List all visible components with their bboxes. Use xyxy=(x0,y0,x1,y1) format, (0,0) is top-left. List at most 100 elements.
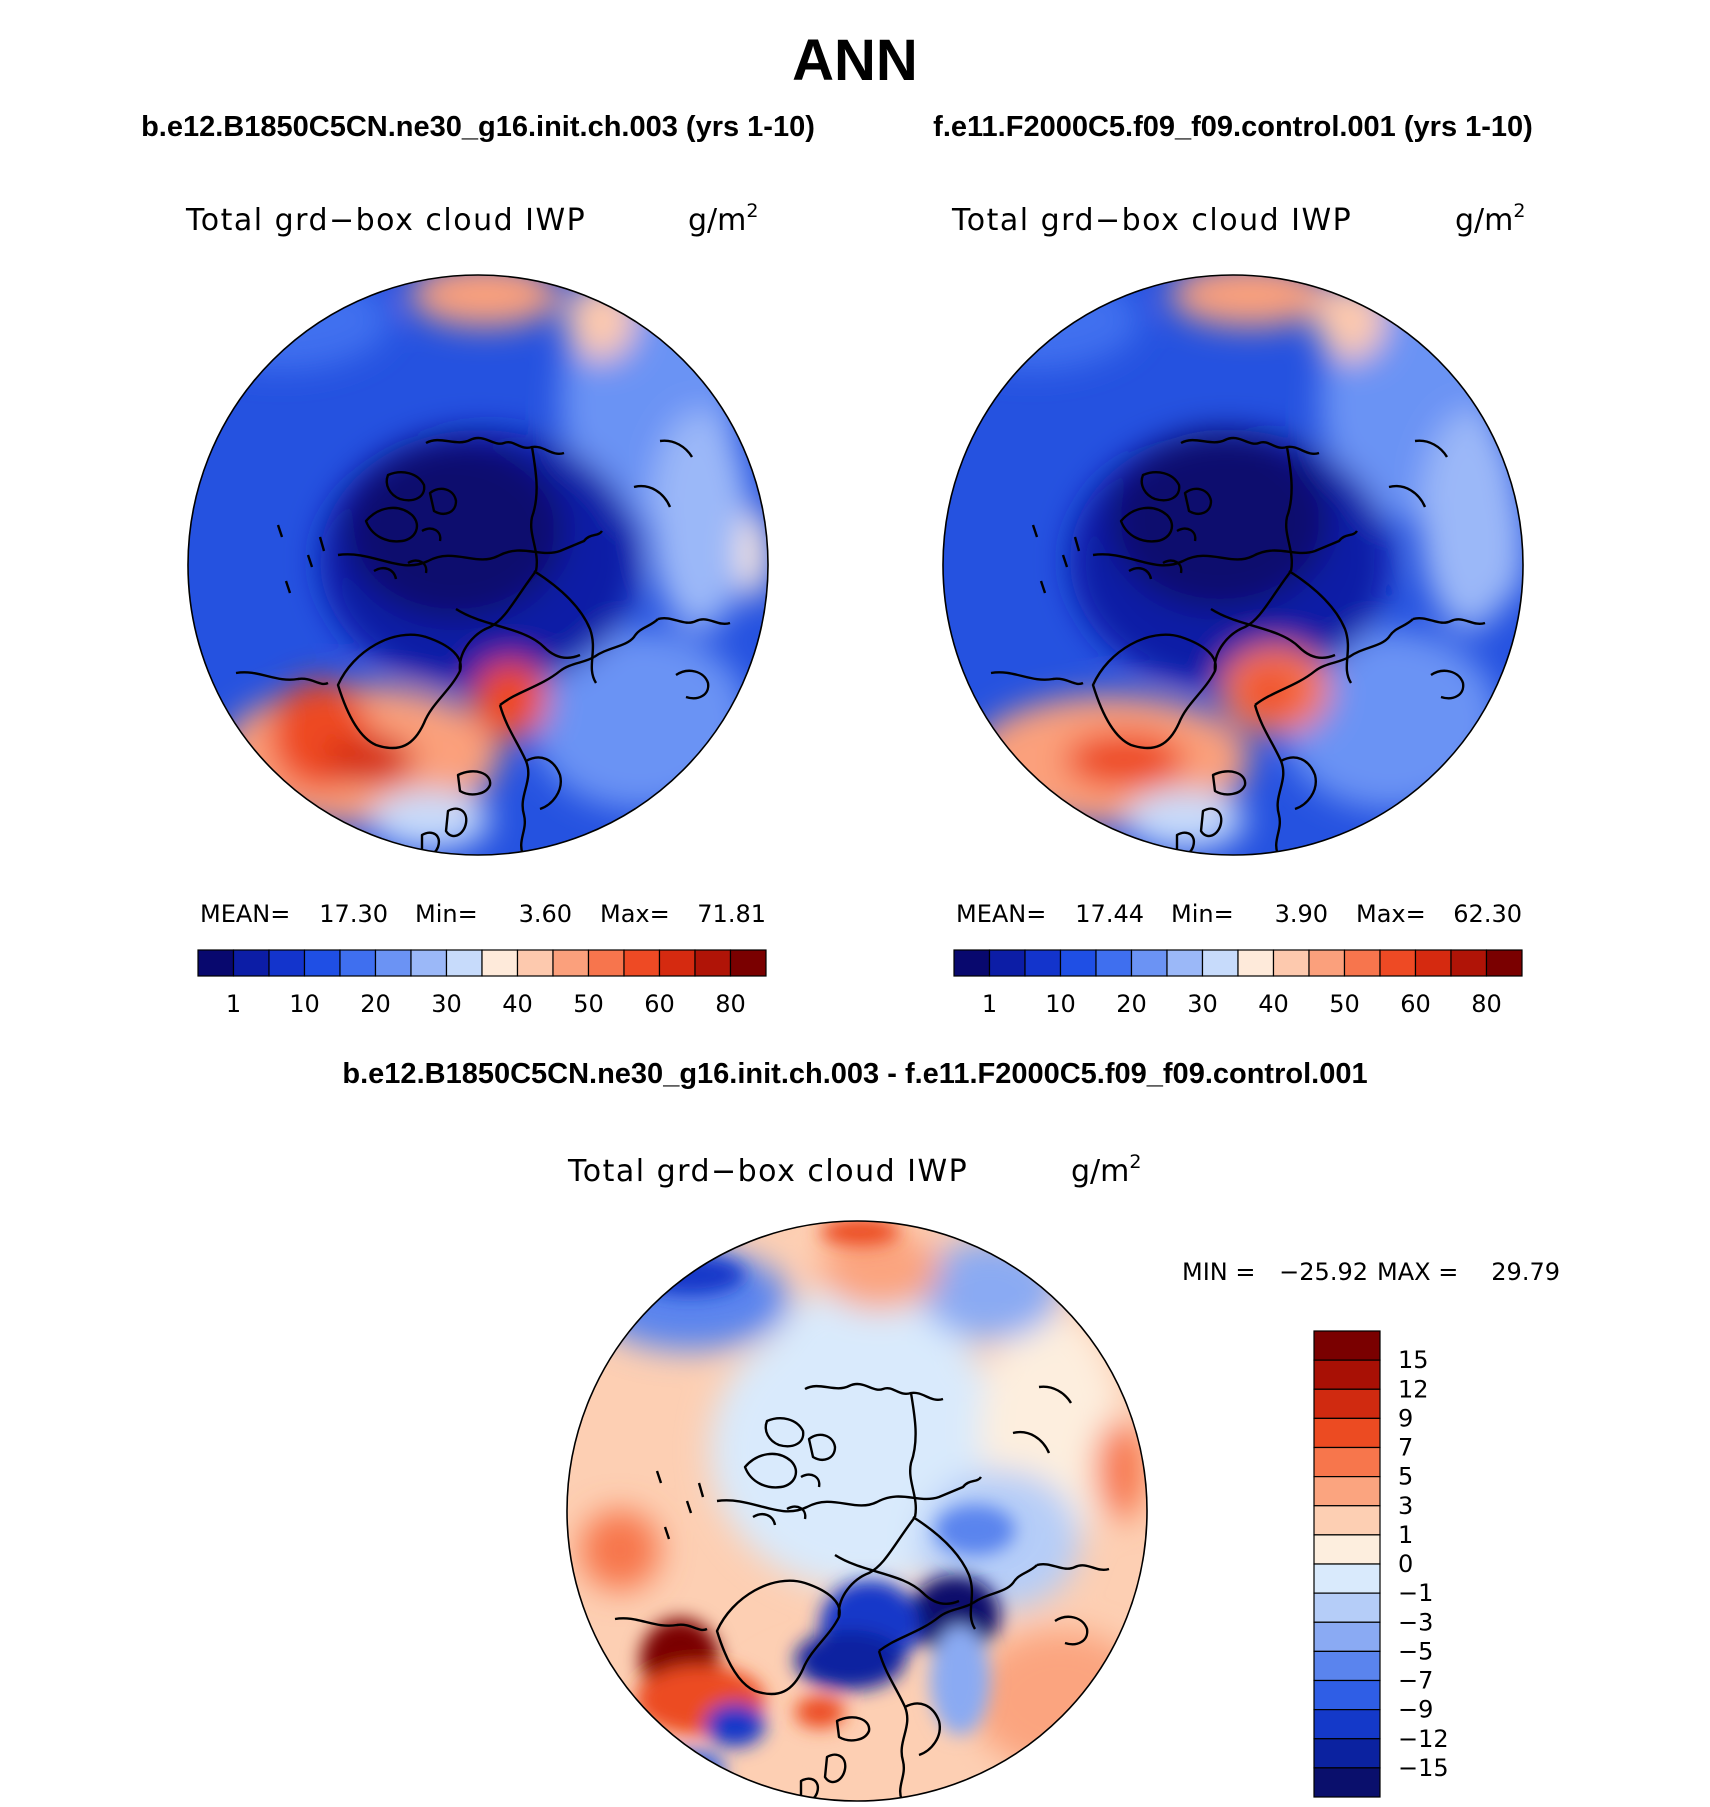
colorbar-box xyxy=(1313,1767,1381,1798)
panel-3: Total grd−box cloud IWP g/m2 MIN = −25.9… xyxy=(566,1151,1560,1802)
colorbar-tick-label: 20 xyxy=(360,990,391,1018)
colorbar-tick-label: 40 xyxy=(502,990,533,1018)
colorbar-tick-label: 1 xyxy=(226,990,241,1018)
panel-1-mean: 17.30 xyxy=(319,900,388,928)
colorbar-box xyxy=(623,949,661,977)
colorbar-box xyxy=(1024,949,1062,977)
panel-2-min: 3.90 xyxy=(1275,900,1328,928)
colorbar-box xyxy=(410,949,448,977)
colorbar-box xyxy=(1308,949,1346,977)
colorbar-box xyxy=(1313,1388,1381,1419)
colorbar-tick-label: −12 xyxy=(1398,1725,1449,1753)
panel-1-units: g/m2 xyxy=(688,200,758,238)
colorbar-box xyxy=(729,949,767,977)
colorbar-box xyxy=(953,949,991,977)
colorbar-box xyxy=(1272,949,1310,977)
colorbar-tick-label: 20 xyxy=(1116,990,1147,1018)
panel-1-max-label: Max= xyxy=(600,900,670,928)
colorbar-box xyxy=(1059,949,1097,977)
colorbar-box xyxy=(552,949,590,977)
colorbar-box xyxy=(1313,1534,1381,1565)
panel-2-map xyxy=(943,275,1523,855)
colorbar-box xyxy=(1313,1417,1381,1449)
figure-title: ANN xyxy=(792,28,918,93)
subtitle-left: b.e12.B1850C5CN.ne30_g16.init.ch.003 (yr… xyxy=(141,111,815,143)
colorbar-tick-label: 3 xyxy=(1398,1492,1413,1520)
colorbar-box xyxy=(1237,949,1275,977)
colorbar-box xyxy=(587,949,625,977)
colorbar-tick-label: 80 xyxy=(715,990,746,1018)
colorbar-box xyxy=(481,949,519,977)
colorbar-tick-label: 60 xyxy=(1400,990,1431,1018)
panel-2-variable: Total grd−box cloud IWP xyxy=(951,203,1352,238)
panel-2-max: 62.30 xyxy=(1453,900,1522,928)
subtitle-right: f.e11.F2000C5.f09_f09.control.001 (yrs 1… xyxy=(933,111,1533,143)
panel-3-units: g/m2 xyxy=(1071,1151,1141,1189)
colorbar-tick-label: −3 xyxy=(1398,1608,1433,1636)
colorbar-box xyxy=(197,949,235,977)
colorbar-tick-label: −1 xyxy=(1398,1579,1433,1607)
colorbar-box xyxy=(1313,1621,1381,1652)
colorbar-tick-label: 30 xyxy=(1187,990,1218,1018)
colorbar-tick-label: −9 xyxy=(1398,1696,1433,1724)
colorbar-box xyxy=(1313,1709,1381,1740)
colorbar-box xyxy=(339,949,377,977)
colorbar-box xyxy=(694,949,732,977)
panel-2-mean-label: MEAN= xyxy=(956,900,1046,928)
colorbar-box xyxy=(1313,1330,1381,1361)
colorbar-tick-label: 9 xyxy=(1398,1404,1413,1432)
colorbar-box xyxy=(303,949,341,977)
colorbar-box xyxy=(1313,1738,1381,1769)
colorbar-tick-label: 60 xyxy=(644,990,675,1018)
colorbar-tick-label: 5 xyxy=(1398,1463,1413,1491)
panel-2-mean: 17.44 xyxy=(1075,900,1144,928)
colorbar-tick-label: 30 xyxy=(431,990,462,1018)
colorbar-box xyxy=(1379,949,1417,977)
colorbar-tick-label: 1 xyxy=(1398,1521,1413,1549)
colorbar-box xyxy=(1450,949,1488,977)
colorbar-box xyxy=(1414,949,1452,977)
colorbar-tick-label: 40 xyxy=(1258,990,1289,1018)
colorbar-tick-label: 1 xyxy=(982,990,997,1018)
panel-1-min-label: Min= xyxy=(415,900,478,928)
panel-1-variable: Total grd−box cloud IWP xyxy=(185,203,586,238)
colorbar-tick-label: 7 xyxy=(1398,1434,1413,1462)
panel-2-max-label: Max= xyxy=(1356,900,1426,928)
panel-1-min: 3.60 xyxy=(519,900,572,928)
colorbar-box xyxy=(1130,949,1168,977)
colorbar-box xyxy=(988,949,1026,977)
panel-1-mean-label: MEAN= xyxy=(200,900,290,928)
panel-3-variable: Total grd−box cloud IWP xyxy=(567,1154,968,1189)
colorbar-box xyxy=(516,949,554,977)
colorbar-tick-label: −5 xyxy=(1398,1637,1433,1665)
colorbar-tick-label: 50 xyxy=(1329,990,1360,1018)
panel-1-colorbar: 1 10 20 30 40 50 60 80 xyxy=(197,949,767,1018)
colorbar-box xyxy=(1095,949,1133,977)
colorbar-box xyxy=(1166,949,1204,977)
colorbar-tick-label: −15 xyxy=(1398,1754,1449,1782)
panel-2-colorbar: 1 10 20 30 40 50 60 80 xyxy=(953,949,1523,1018)
colorbar-tick-label: 80 xyxy=(1471,990,1502,1018)
diff-title: b.e12.B1850C5CN.ne30_g16.init.ch.003 - f… xyxy=(342,1058,1367,1090)
colorbar-tick-label: 15 xyxy=(1398,1346,1429,1374)
panel-3-min-label: MIN = xyxy=(1182,1258,1255,1286)
panel-3-min: −25.92 xyxy=(1279,1258,1368,1286)
colorbar-box xyxy=(1313,1592,1381,1623)
panel-1-max: 71.81 xyxy=(697,900,766,928)
panel-1: Total grd−box cloud IWP g/m2 xyxy=(185,200,769,1018)
panel-2-min-label: Min= xyxy=(1171,900,1234,928)
colorbar-box xyxy=(1313,1650,1381,1682)
panel-1-map xyxy=(188,275,768,855)
colorbar-box xyxy=(1313,1446,1381,1478)
colorbar-box xyxy=(268,949,306,977)
colorbar-tick-label: 50 xyxy=(573,990,604,1018)
colorbar-box xyxy=(1313,1563,1381,1594)
panel-2: Total grd−box cloud IWP g/m2 xyxy=(942,200,1525,1018)
colorbar-tick-label: 12 xyxy=(1398,1375,1429,1403)
colorbar-tick-label: 10 xyxy=(1045,990,1076,1018)
colorbar-box xyxy=(232,949,270,977)
colorbar-box xyxy=(1201,949,1239,977)
colorbar-box xyxy=(1313,1359,1381,1390)
colorbar-box xyxy=(374,949,412,977)
colorbar-tick-label: 10 xyxy=(289,990,320,1018)
